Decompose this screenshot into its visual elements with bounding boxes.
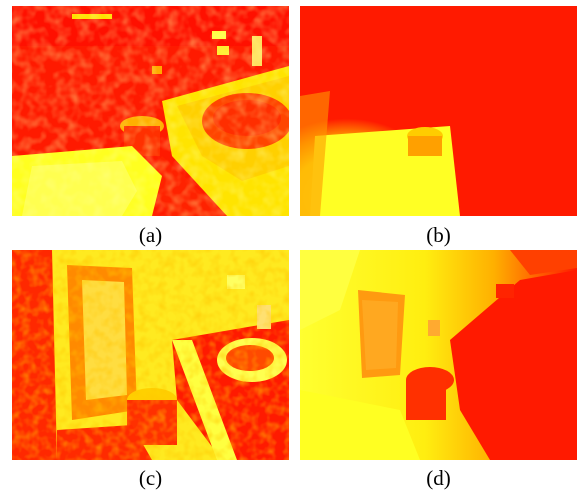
depth-map-d	[300, 250, 577, 460]
depth-map-b	[300, 6, 577, 216]
caption-d: (d)	[426, 466, 451, 490]
caption-b: (b)	[426, 223, 451, 247]
caption-a: (a)	[138, 223, 163, 247]
caption-c: (c)	[138, 466, 163, 490]
depth-map-c	[12, 250, 289, 460]
depth-map-a	[12, 6, 289, 216]
